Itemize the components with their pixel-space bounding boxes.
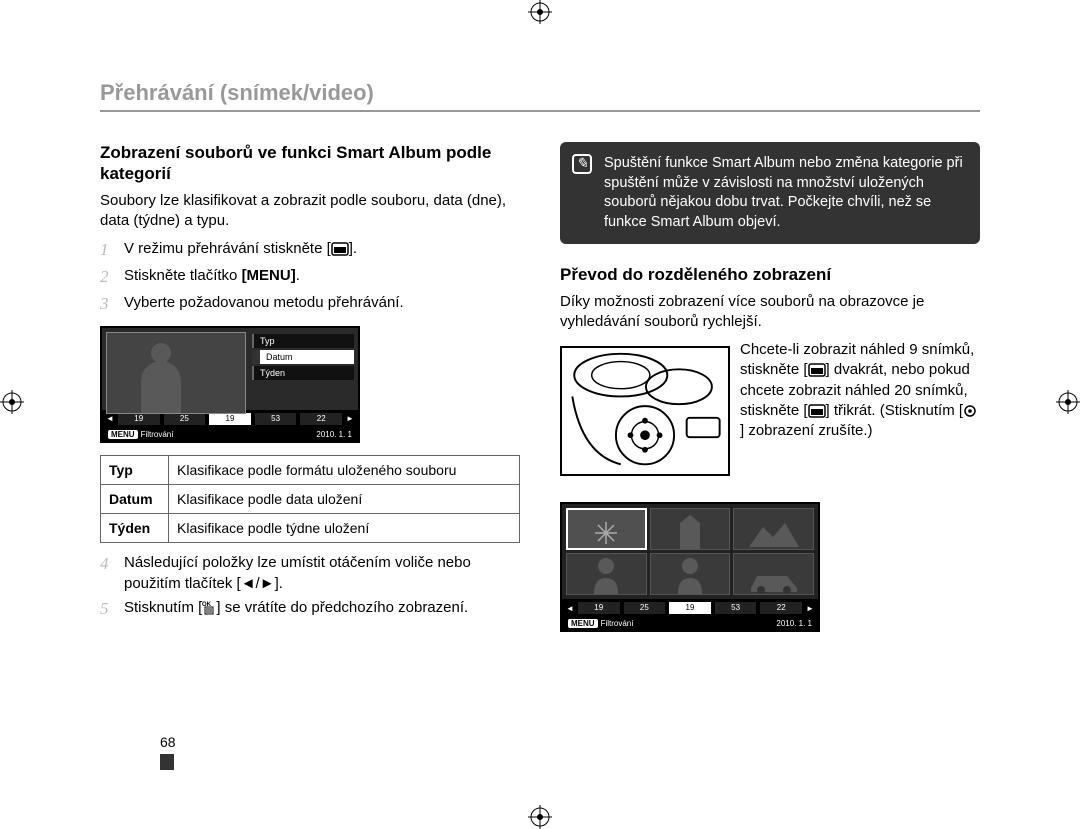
step-number: 3 — [100, 293, 114, 316]
mountain-icon — [749, 519, 799, 549]
arrow-left-icon: ◄ — [106, 414, 114, 423]
dot-icon — [963, 404, 977, 418]
row-key: Datum — [101, 485, 169, 514]
row-val: Klasifikace podle formátu uloženého soub… — [169, 455, 520, 484]
split-view-figure: ◄ 19 25 19 53 22 ► MENUFiltrování 2010. … — [560, 502, 820, 632]
car-icon — [747, 568, 801, 594]
silhouette-icon — [141, 361, 181, 413]
crop-mark-right — [1056, 390, 1080, 414]
step-5: 5 Stisknutím [OK] se vrátíte do předchoz… — [100, 598, 520, 621]
step-2-text-b: . — [296, 267, 300, 284]
film-cell-active: 19 — [669, 602, 711, 614]
intro-text: Soubory lze klasifikovat a zobrazit podl… — [100, 191, 520, 232]
snowflake-icon — [591, 518, 621, 548]
step-1-text-b: ]. — [349, 240, 357, 257]
film-cell: 19 — [118, 413, 160, 425]
row-key: Typ — [101, 455, 169, 484]
note-icon: ✎ — [572, 154, 592, 174]
screen-bottom-bar: MENUFiltrování 2010. 1. 1 — [562, 617, 818, 630]
filter-label: Filtrování — [141, 430, 174, 439]
para-d: ] zobrazení zrušíte.) — [740, 422, 873, 439]
step-number: 4 — [100, 553, 114, 594]
manual-page: Přehrávání (snímek/video) Zobrazení soub… — [100, 40, 980, 790]
thumb — [733, 508, 814, 550]
crop-mark-bottom — [528, 805, 552, 829]
thumb — [650, 508, 731, 550]
step-3: 3 Vyberte požadovanou metodu přehrávání. — [100, 293, 520, 316]
left-column: Zobrazení souborů ve funkci Smart Album … — [100, 142, 520, 632]
menu-button-label: MENU — [108, 430, 138, 439]
thumb — [650, 553, 731, 595]
camera-screen-figure: Typ Datum Týden ◄ 19 25 19 53 22 ► MENUF… — [100, 326, 360, 443]
row-val: Klasifikace podle data uložení — [169, 485, 520, 514]
table-row: DatumKlasifikace podle data uložení — [101, 485, 520, 514]
preview-panel — [106, 332, 246, 414]
step-2-text-a: Stiskněte tlačítko — [124, 267, 242, 284]
step-number: 2 — [100, 266, 114, 289]
crop-mark-left — [0, 390, 24, 414]
note-box: ✎ Spuštění funkce Smart Album nebo změna… — [560, 142, 980, 244]
step-5-text-a: Stisknutím [ — [124, 599, 202, 616]
arrow-left-icon: ◄ — [566, 604, 574, 613]
menu-item-tyden: Týden — [252, 366, 354, 380]
thumbnail-icon — [808, 363, 826, 377]
film-cell: 22 — [300, 413, 342, 425]
thumb — [566, 553, 647, 595]
step-number: 1 — [100, 239, 114, 262]
arrow-right-icon: ► — [346, 414, 354, 423]
para-c: ] třikrát. (Stisknutím [ — [826, 402, 964, 419]
film-cell: 53 — [255, 413, 297, 425]
building-icon — [670, 511, 710, 549]
menu-item-datum: Datum — [252, 350, 354, 364]
person-icon — [670, 554, 710, 594]
step-2-menu: [MENU] — [242, 267, 296, 284]
right-column: ✎ Spuštění funkce Smart Album nebo změna… — [560, 142, 980, 632]
thumb-selected — [566, 508, 647, 550]
step-2: 2 Stiskněte tlačítko [MENU]. — [100, 266, 520, 289]
page-number: 68 — [160, 734, 176, 770]
ok-trash-icon: OK — [202, 599, 216, 615]
filter-label: Filtrování — [601, 619, 634, 628]
date-label: 2010. 1. 1 — [776, 619, 812, 628]
step-1: 1 V režimu přehrávání stiskněte []. — [100, 239, 520, 262]
classification-table: TypKlasifikace podle formátu uloženého s… — [100, 455, 520, 544]
thumbnail-icon — [331, 242, 349, 256]
table-row: TypKlasifikace podle formátu uloženého s… — [101, 455, 520, 484]
page-title: Přehrávání (snímek/video) — [100, 80, 980, 112]
crop-mark-top — [528, 0, 552, 24]
row-key: Týden — [101, 514, 169, 543]
step-1-text-a: V režimu přehrávání stiskněte [ — [124, 240, 331, 257]
screen-bottom-bar: MENUFiltrování 2010. 1. 1 — [102, 428, 358, 441]
step-3-text: Vyberte požadovanou metodu přehrávání. — [124, 293, 404, 316]
step-4-text: Následující položky lze umístit otáčením… — [124, 553, 520, 594]
step-5-text-b: ] se vrátíte do předchozího zobrazení. — [216, 599, 468, 616]
menu-item-typ: Typ — [252, 334, 354, 348]
film-strip: ◄ 19 25 19 53 22 ► — [562, 599, 818, 617]
thumb — [733, 553, 814, 595]
section-heading-smart-album: Zobrazení souborů ve funkci Smart Album … — [100, 142, 520, 185]
film-cell-active: 19 — [209, 413, 251, 425]
note-text: Spuštění funkce Smart Album nebo změna k… — [604, 155, 963, 230]
row-val: Klasifikace podle týdne uložení — [169, 514, 520, 543]
body-split-view: Díky možnosti zobrazení více souborů na … — [560, 292, 980, 333]
thumbnail-icon — [808, 404, 826, 418]
table-row: TýdenKlasifikace podle týdne uložení — [101, 514, 520, 543]
film-cell: 22 — [760, 602, 802, 614]
menu-button-label: MENU — [568, 619, 598, 628]
film-cell: 25 — [164, 413, 206, 425]
film-cell: 25 — [624, 602, 666, 614]
date-label: 2010. 1. 1 — [316, 430, 352, 439]
step-4: 4 Následující položky lze umístit otáčen… — [100, 553, 520, 594]
person-icon — [586, 554, 626, 594]
arrow-right-icon: ► — [806, 604, 814, 613]
section-heading-split-view: Převod do rozděleného zobrazení — [560, 264, 980, 285]
menu-list: Typ Datum Týden — [252, 334, 354, 410]
camera-illustration — [560, 346, 730, 476]
film-cell: 19 — [578, 602, 620, 614]
film-cell: 53 — [715, 602, 757, 614]
step-number: 5 — [100, 598, 114, 621]
